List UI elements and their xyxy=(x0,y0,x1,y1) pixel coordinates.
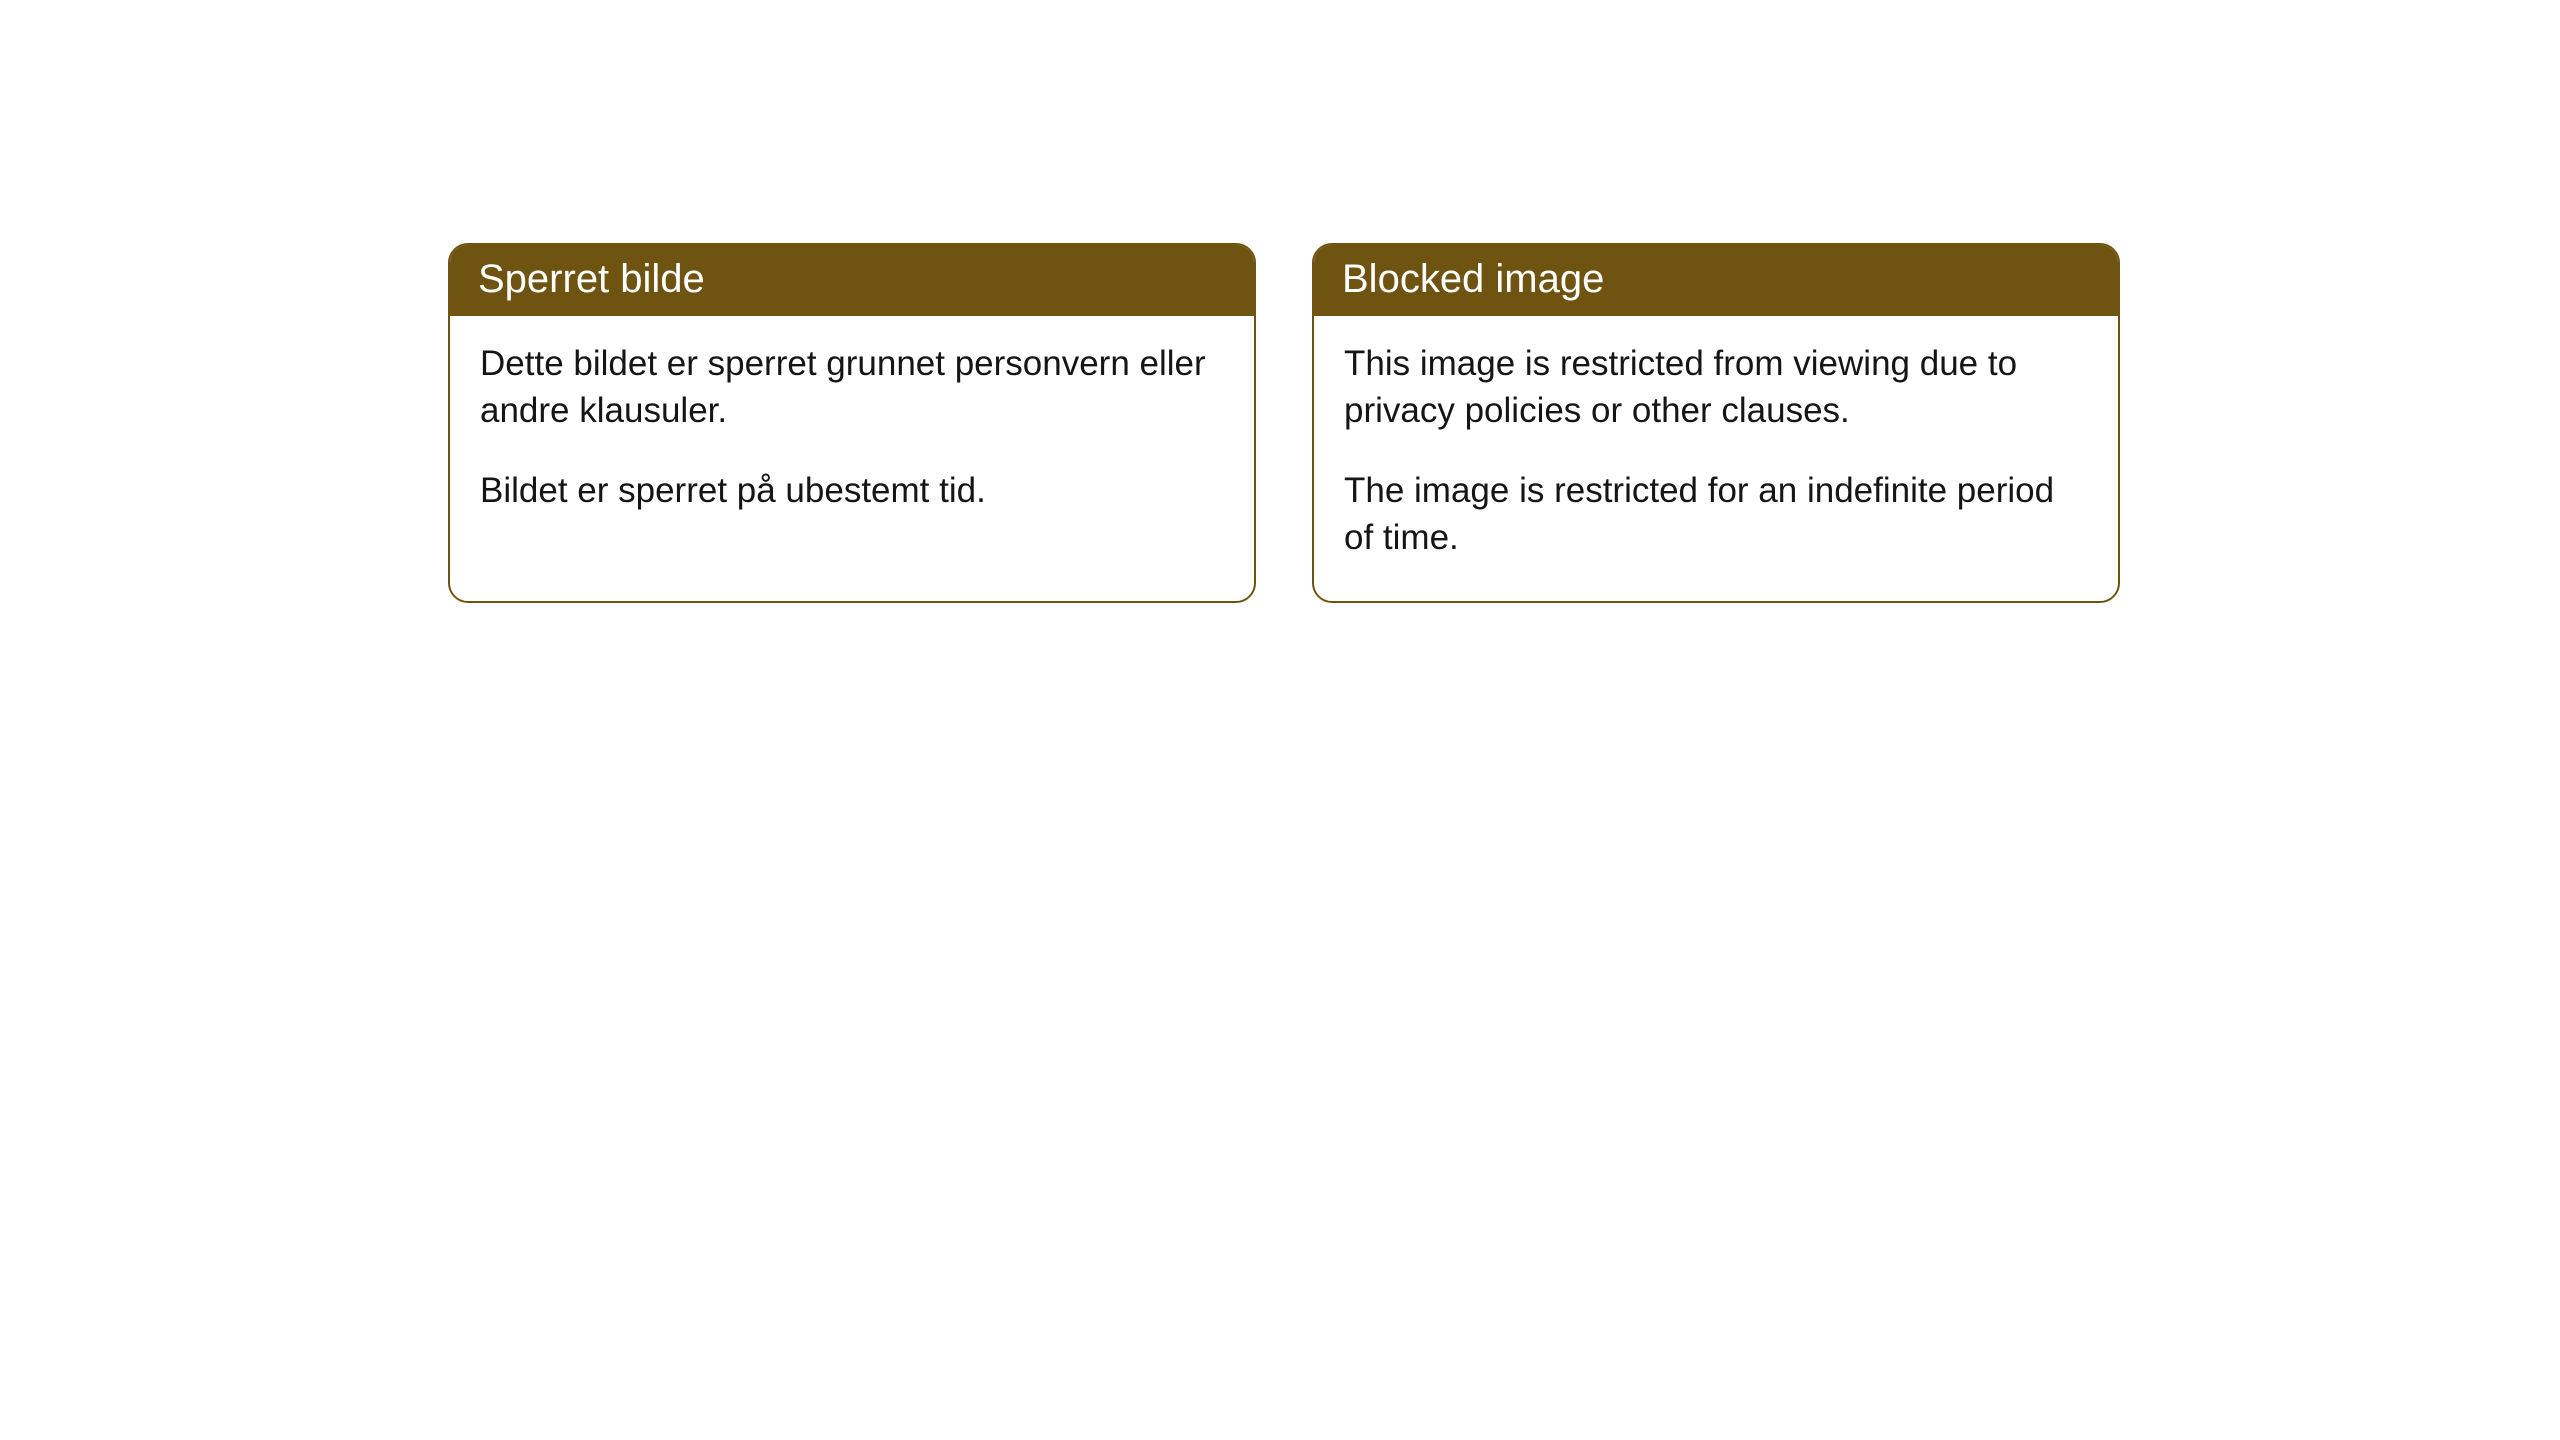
notice-cards-container: Sperret bilde Dette bildet er sperret gr… xyxy=(0,0,2560,603)
card-paragraph: The image is restricted for an indefinit… xyxy=(1344,467,2088,562)
card-body: Dette bildet er sperret grunnet personve… xyxy=(450,316,1254,554)
card-paragraph: Bildet er sperret på ubestemt tid. xyxy=(480,467,1224,514)
card-header: Blocked image xyxy=(1314,245,2118,316)
card-paragraph: This image is restricted from viewing du… xyxy=(1344,340,2088,435)
blocked-image-card-english: Blocked image This image is restricted f… xyxy=(1312,243,2120,603)
card-paragraph: Dette bildet er sperret grunnet personve… xyxy=(480,340,1224,435)
card-title: Sperret bilde xyxy=(478,257,705,301)
blocked-image-card-norwegian: Sperret bilde Dette bildet er sperret gr… xyxy=(448,243,1256,603)
card-header: Sperret bilde xyxy=(450,245,1254,316)
card-body: This image is restricted from viewing du… xyxy=(1314,316,2118,601)
card-title: Blocked image xyxy=(1342,257,1604,301)
